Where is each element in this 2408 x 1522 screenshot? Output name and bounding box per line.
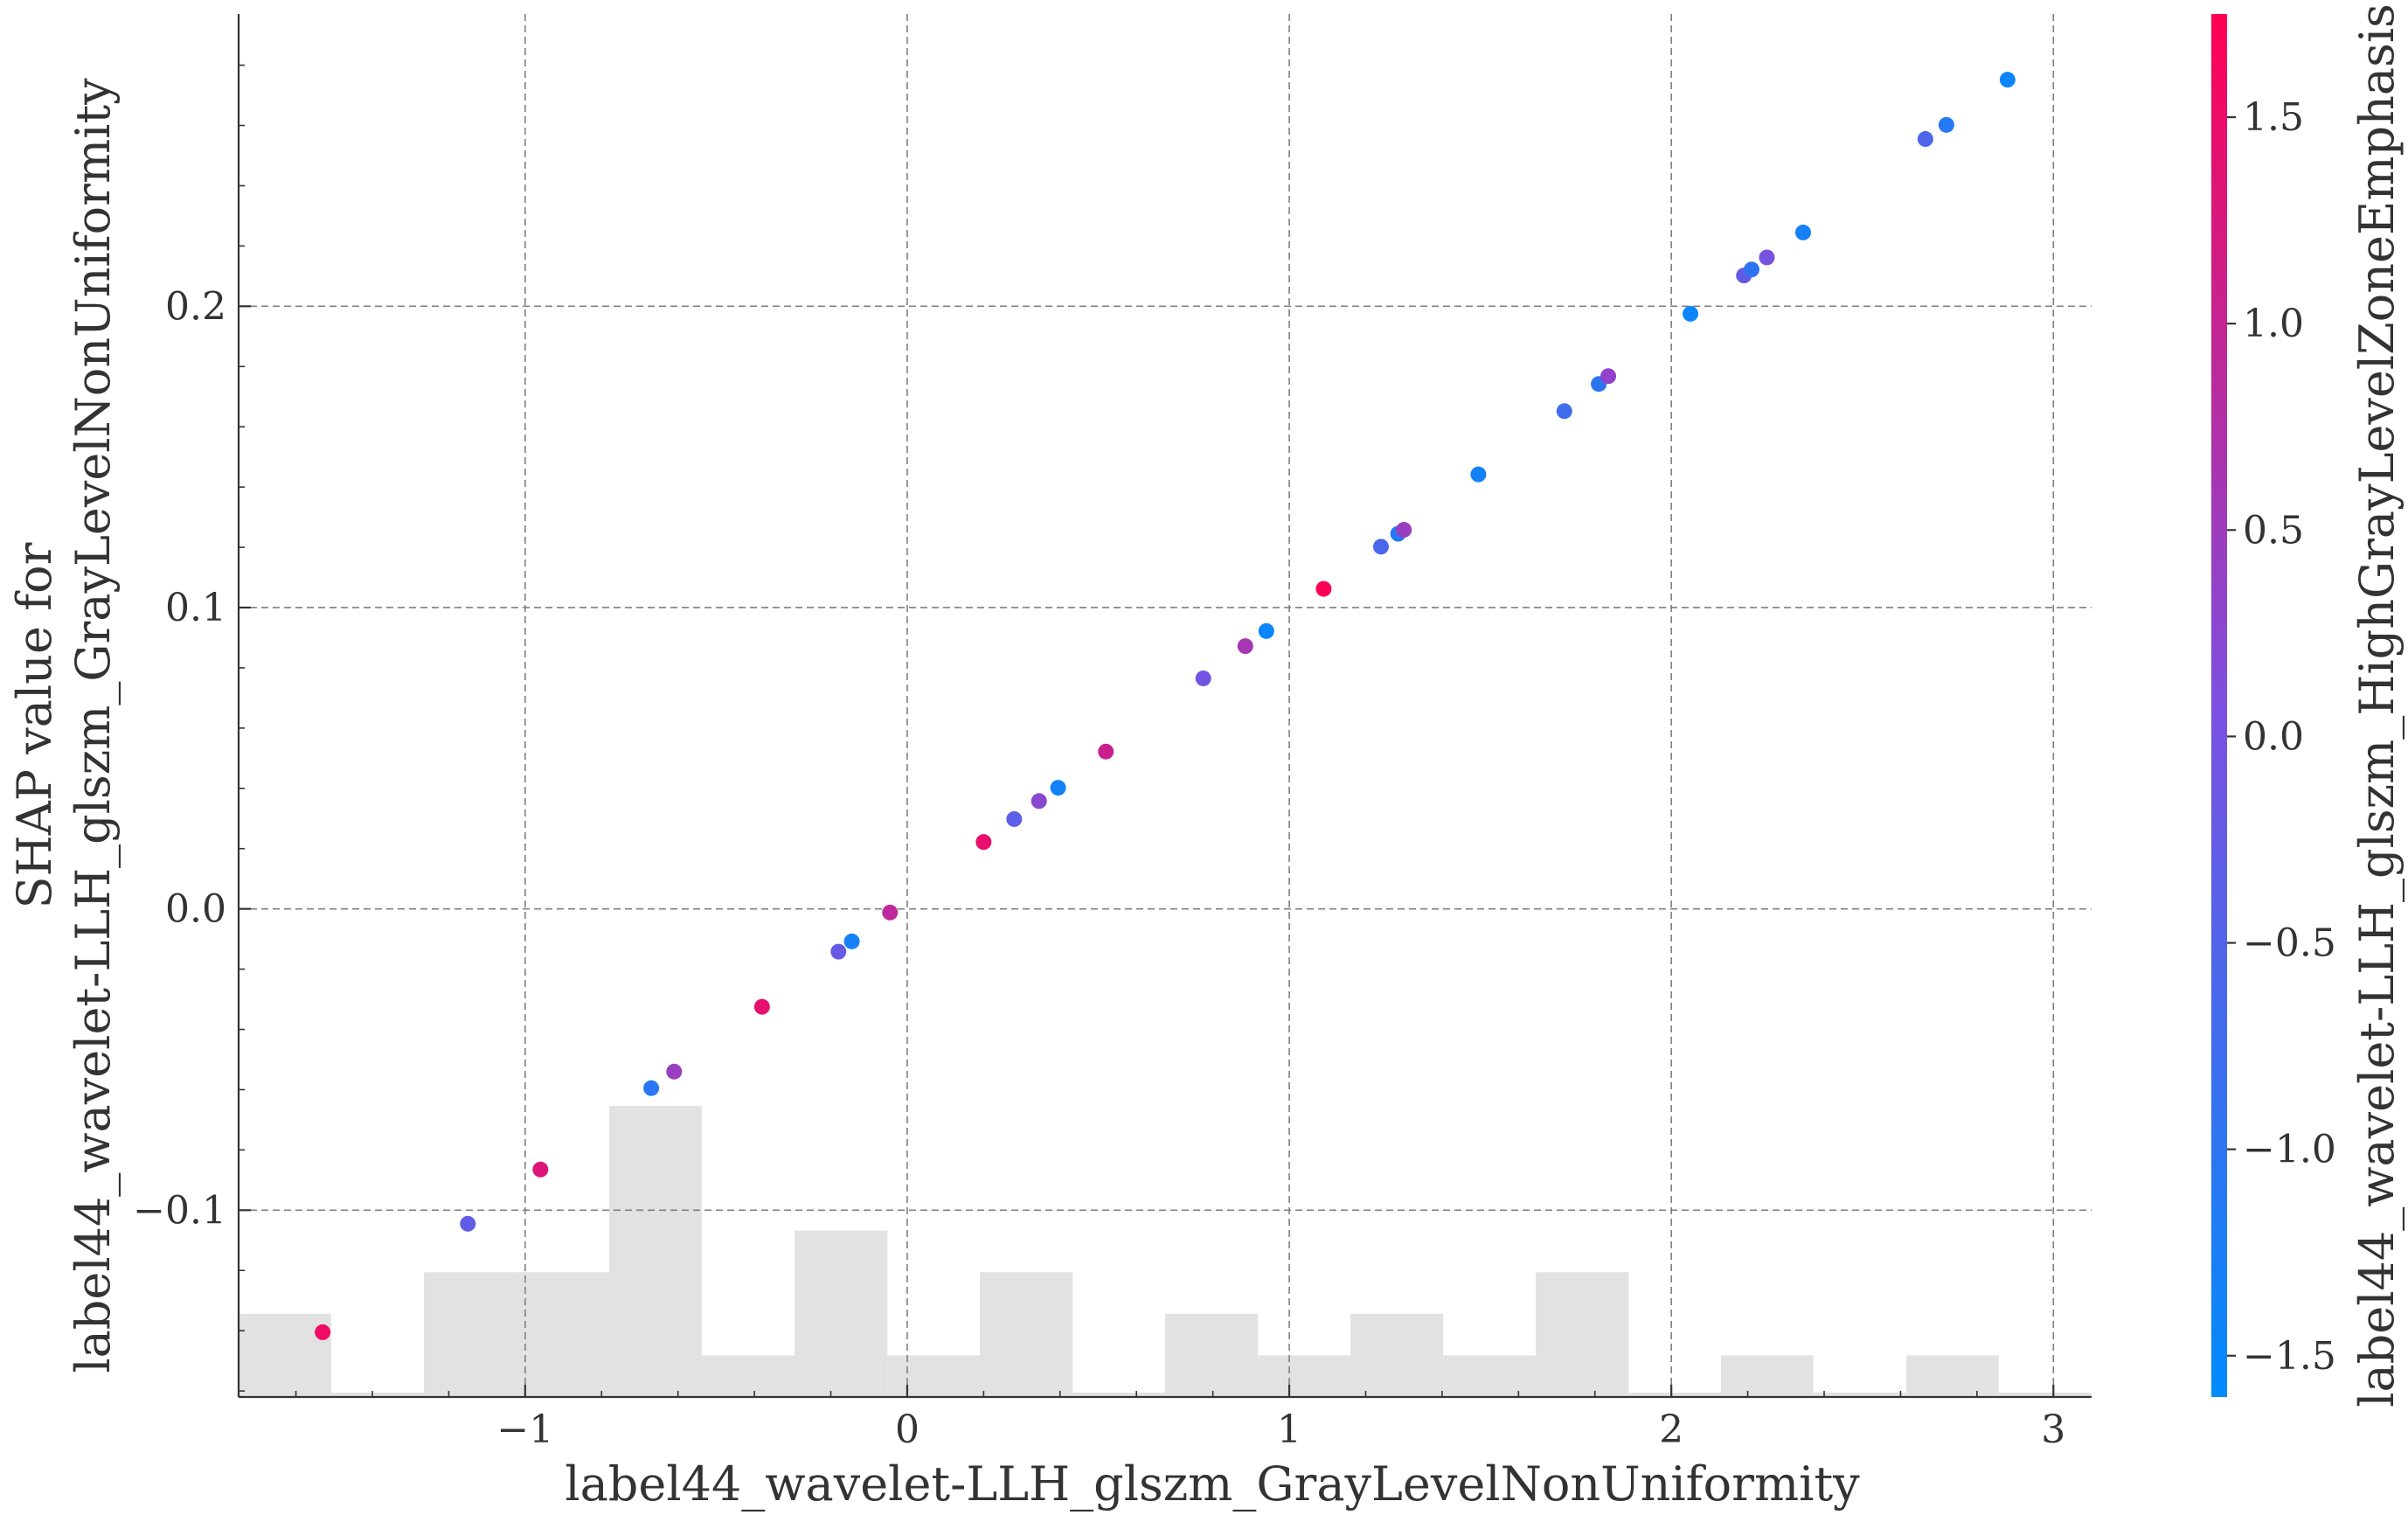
scatter-point bbox=[1794, 224, 1811, 240]
histogram-bar bbox=[980, 1272, 1073, 1397]
histogram-bar bbox=[701, 1355, 795, 1397]
histogram-bar bbox=[330, 1393, 424, 1397]
histogram-bar bbox=[795, 1230, 888, 1397]
scatter-point bbox=[460, 1215, 476, 1232]
histogram-bar bbox=[1350, 1313, 1444, 1397]
x-tick-label: 3 bbox=[2041, 1407, 2065, 1452]
histogram-bar bbox=[1443, 1355, 1536, 1397]
x-tick-label: 1 bbox=[1277, 1407, 1301, 1452]
histogram-bar bbox=[1813, 1393, 1906, 1397]
y-tick-label: 0.1 bbox=[165, 586, 226, 630]
histogram-bar bbox=[1906, 1355, 1999, 1397]
histogram-bar bbox=[1536, 1272, 1629, 1397]
grid bbox=[239, 14, 2092, 1397]
histogram-bar bbox=[1165, 1313, 1259, 1397]
colorbar: −1.5 −1.0 −0.5 0.0 0.5 1.0 1.5 label44_wavelet… bbox=[2211, 3, 2405, 1407]
colorbar-ticks: −1.5 −1.0 −0.5 0.0 0.5 1.0 1.5 bbox=[2227, 95, 2336, 1379]
scatter-point bbox=[315, 1324, 331, 1340]
colorbar-gradient bbox=[2211, 14, 2227, 1397]
histogram-bar bbox=[239, 1313, 331, 1397]
x-tick-label: 0 bbox=[895, 1407, 919, 1452]
scatter-point bbox=[1258, 622, 1274, 639]
ticks bbox=[239, 64, 2055, 1397]
scatter-point bbox=[1372, 539, 1389, 555]
y-axis-label-line-2: label44_wavelet-LLH_glszm_GrayLevelNonUn… bbox=[66, 78, 121, 1373]
histogram-bar bbox=[1072, 1393, 1165, 1397]
histogram-bar bbox=[517, 1272, 609, 1397]
scatter-points bbox=[315, 72, 2016, 1340]
axes-spines bbox=[237, 14, 2092, 1399]
scatter-point bbox=[1098, 743, 1114, 760]
scatter-point bbox=[1999, 72, 2016, 88]
scatter-point bbox=[882, 904, 899, 921]
scatter-point bbox=[1006, 810, 1023, 827]
scatter-point bbox=[1759, 249, 1775, 266]
scatter-point bbox=[1237, 638, 1253, 655]
colorbar-tick-label: 0.5 bbox=[2243, 508, 2304, 553]
colorbar-tick-label: 1.0 bbox=[2243, 302, 2304, 346]
histogram-bar bbox=[1628, 1393, 1721, 1397]
y-tick-label: 0.2 bbox=[165, 284, 226, 329]
histogram-bar bbox=[609, 1106, 702, 1397]
scatter-point bbox=[1917, 131, 1933, 148]
scatter-point bbox=[843, 933, 860, 949]
colorbar-tick-label: 1.5 bbox=[2243, 95, 2304, 140]
scatter-point bbox=[1315, 580, 1332, 597]
scatter-point bbox=[1195, 670, 1211, 686]
y-axis-label-line-1: SHAP value for bbox=[7, 542, 62, 908]
x-tick-label: −1 bbox=[496, 1407, 553, 1452]
x-tick-label: 2 bbox=[1659, 1407, 1683, 1452]
colorbar-tick-label: −1.5 bbox=[2243, 1334, 2336, 1379]
y-tick-label: −0.1 bbox=[133, 1188, 226, 1233]
scatter-point bbox=[1396, 522, 1412, 539]
histogram-bar bbox=[424, 1272, 517, 1397]
scatter-point bbox=[1938, 116, 1954, 133]
scatter-point bbox=[643, 1080, 660, 1096]
scatter-point bbox=[1600, 368, 1617, 385]
scatter-point bbox=[1031, 793, 1047, 810]
tick-labels: −1 0 1 2 3 −0.1 0.0 0.1 0.2 bbox=[133, 284, 2065, 1452]
colorbar-tick-label: −1.0 bbox=[2243, 1128, 2336, 1172]
scatter-point bbox=[753, 998, 770, 1015]
colorbar-tick-label: −0.5 bbox=[2243, 921, 2336, 966]
y-axis-label: SHAP value for label44_wavelet-LLH_glszm… bbox=[7, 78, 121, 1373]
x-axis-label: label44_wavelet-LLH_glszm_GrayLevelNonUn… bbox=[565, 1456, 1860, 1512]
histogram-bar bbox=[1721, 1355, 1814, 1397]
colorbar-label-group: label44_wavelet-LLH_glszm_HighGrayLevelZ… bbox=[2349, 3, 2405, 1407]
scatter-point bbox=[1050, 780, 1066, 796]
y-tick-label: 0.0 bbox=[165, 887, 226, 932]
histogram-bar bbox=[1258, 1355, 1350, 1397]
histogram-bar bbox=[887, 1355, 980, 1397]
colorbar-tick-label: 0.0 bbox=[2243, 714, 2304, 759]
scatter-point bbox=[1470, 466, 1487, 483]
scatter-point bbox=[666, 1063, 683, 1080]
scatter-point bbox=[830, 943, 847, 960]
scatter-point bbox=[1556, 403, 1572, 420]
histogram bbox=[239, 1106, 2092, 1397]
scatter-point bbox=[532, 1161, 549, 1178]
scatter-point bbox=[1683, 305, 1699, 322]
scatter-point bbox=[1743, 261, 1759, 278]
histogram-bar bbox=[1998, 1393, 2092, 1397]
scatter-point bbox=[975, 834, 992, 851]
colorbar-label: label44_wavelet-LLH_glszm_HighGrayLevelZ… bbox=[2349, 3, 2405, 1407]
